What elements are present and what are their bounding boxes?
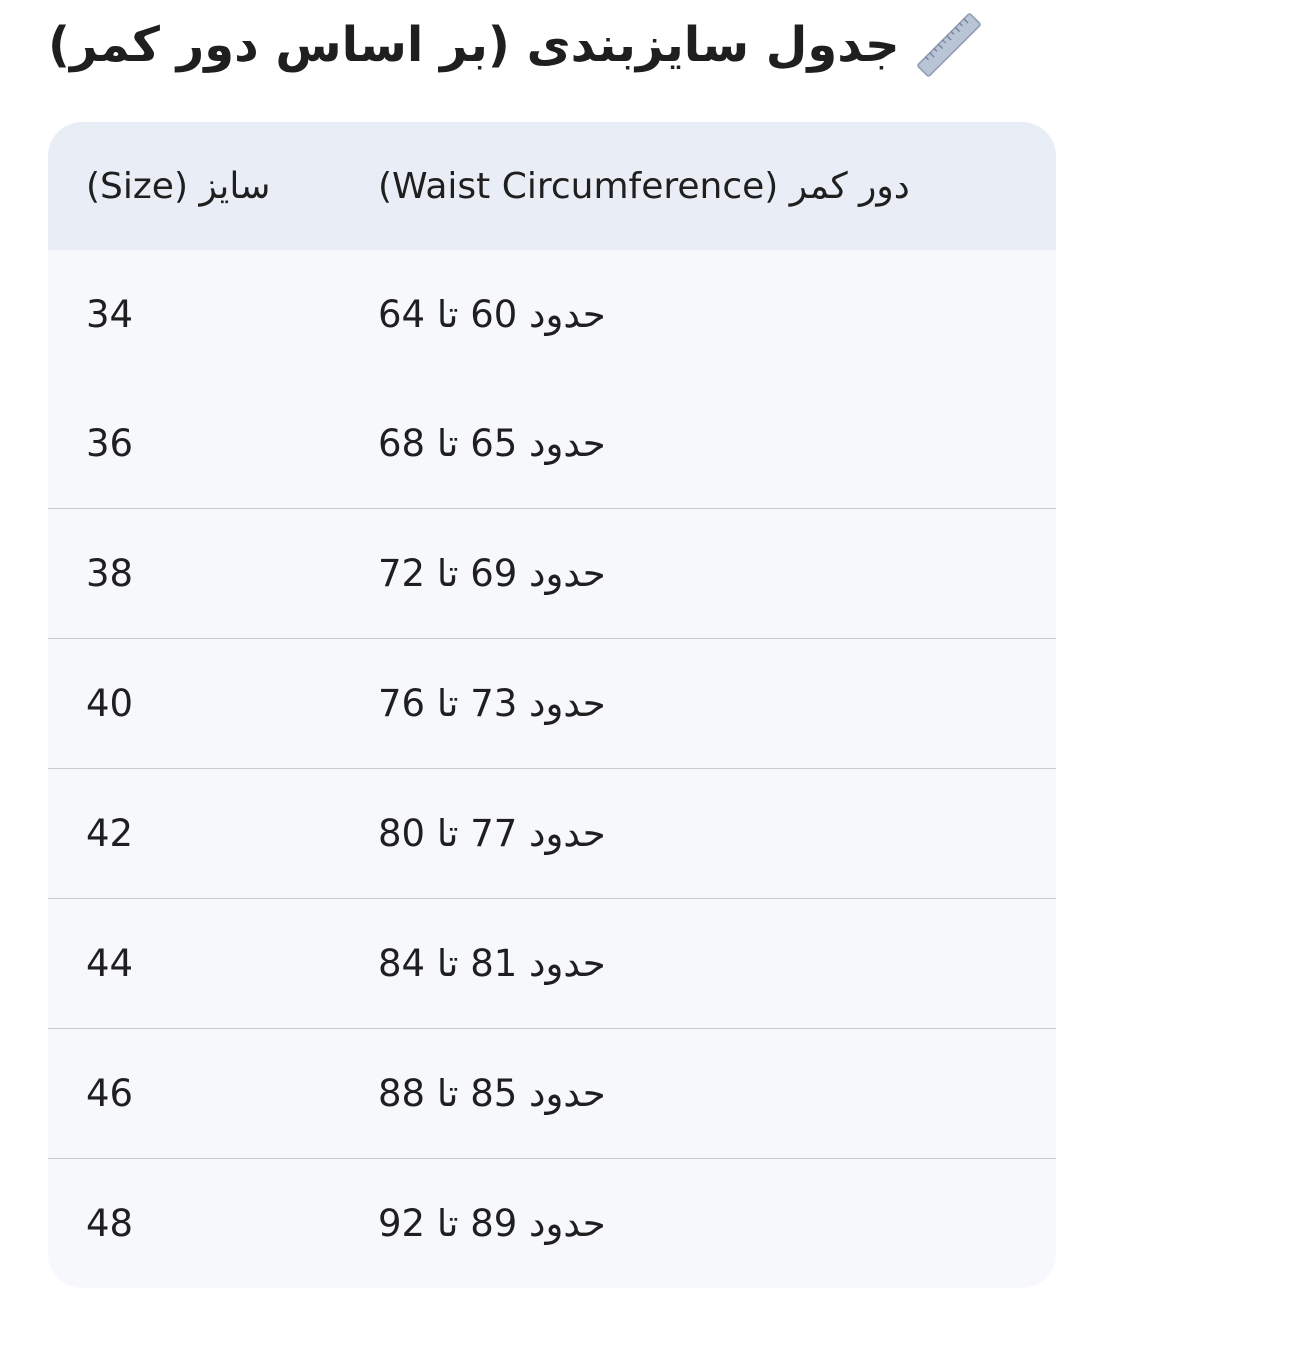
waist-value: حدود 81 تا 84 — [378, 942, 606, 985]
table-row: 48 حدود 89 تا 92 — [48, 1158, 1056, 1288]
size-cell: 34 — [48, 293, 340, 336]
waist-value: حدود 69 تا 72 — [378, 552, 606, 595]
table-header-row: سایز (Size) دور کمر (Waist Circumference… — [48, 122, 1056, 250]
size-value: 36 — [86, 422, 134, 465]
waist-value: حدود 85 تا 88 — [378, 1072, 606, 1115]
waist-cell: حدود 65 تا 68 — [340, 422, 1056, 465]
waist-value: حدود 77 تا 80 — [378, 812, 606, 855]
header-waist-label: دور کمر (Waist Circumference) — [378, 165, 910, 207]
waist-cell: حدود 89 تا 92 — [340, 1202, 1056, 1245]
table-row: 42 حدود 77 تا 80 — [48, 768, 1056, 898]
waist-cell: حدود 60 تا 64 — [340, 293, 1056, 336]
table-row: 44 حدود 81 تا 84 — [48, 898, 1056, 1028]
header-waist: دور کمر (Waist Circumference) — [340, 166, 1056, 207]
size-cell: 46 — [48, 1072, 340, 1115]
ruler-icon — [916, 13, 981, 77]
waist-value: حدود 89 تا 92 — [378, 1202, 606, 1245]
size-cell: 38 — [48, 552, 340, 595]
size-cell: 42 — [48, 812, 340, 855]
waist-cell: حدود 69 تا 72 — [340, 552, 1056, 595]
table-row: 46 حدود 85 تا 88 — [48, 1028, 1056, 1158]
waist-cell: حدود 85 تا 88 — [340, 1072, 1056, 1115]
waist-value: حدود 60 تا 64 — [378, 293, 606, 336]
table-row: 36 حدود 65 تا 68 — [48, 379, 1056, 508]
size-value: 34 — [86, 293, 134, 336]
table-row: 38 حدود 69 تا 72 — [48, 508, 1056, 638]
size-cell: 44 — [48, 942, 340, 985]
size-value: 38 — [86, 552, 134, 595]
waist-cell: حدود 73 تا 76 — [340, 682, 1056, 725]
size-cell: 40 — [48, 682, 340, 725]
header-size-label: سایز (Size) — [86, 165, 271, 207]
size-cell: 36 — [48, 422, 340, 465]
table-row: 40 حدود 73 تا 76 — [48, 638, 1056, 768]
size-value: 46 — [86, 1072, 134, 1115]
size-value: 48 — [86, 1202, 134, 1245]
header-size: سایز (Size) — [48, 166, 340, 207]
waist-cell: حدود 77 تا 80 — [340, 812, 1056, 855]
title-text: جدول سایزبندی (بر اساس دور کمر) — [48, 17, 900, 73]
size-value: 40 — [86, 682, 134, 725]
size-table: سایز (Size) دور کمر (Waist Circumference… — [48, 122, 1056, 1288]
size-value: 44 — [86, 942, 134, 985]
table-row: 34 حدود 60 تا 64 — [48, 250, 1056, 379]
waist-value: حدود 73 تا 76 — [378, 682, 606, 725]
size-value: 42 — [86, 812, 134, 855]
size-cell: 48 — [48, 1202, 340, 1245]
waist-value: حدود 65 تا 68 — [378, 422, 606, 465]
waist-cell: حدود 81 تا 84 — [340, 942, 1056, 985]
page-title: جدول سایزبندی (بر اساس دور کمر) — [48, 0, 993, 90]
